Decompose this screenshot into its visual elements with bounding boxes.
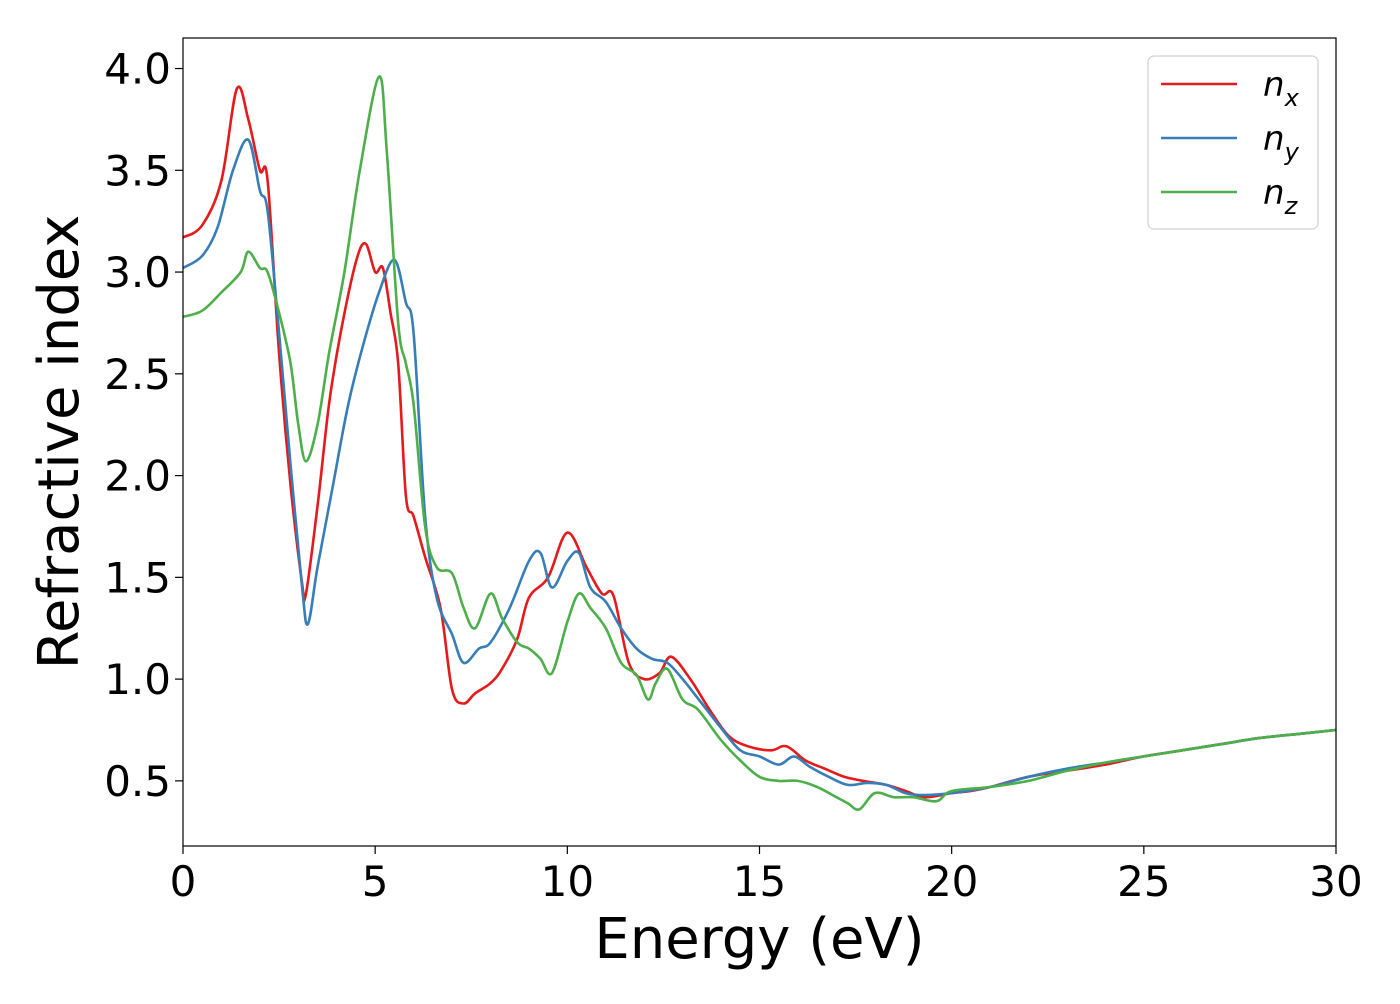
- legend-label-x: nx: [1263, 65, 1300, 112]
- y-tick-label: 3.0: [104, 248, 171, 297]
- series-line-z: [183, 75, 1336, 811]
- x-tick-label: 0: [170, 857, 197, 906]
- legend-label-z: nz: [1263, 173, 1299, 220]
- y-tick-label: 1.5: [104, 553, 171, 602]
- x-tick-label: 25: [1117, 857, 1170, 906]
- x-tick-label: 15: [733, 857, 786, 906]
- y-tick-label: 0.5: [104, 757, 171, 806]
- legend-label-subscript: x: [1284, 84, 1300, 112]
- legend-label-subscript: y: [1284, 138, 1300, 166]
- x-axis-label: Energy (eV): [594, 907, 924, 972]
- series-line-y: [183, 138, 1336, 797]
- series-lines: [183, 75, 1336, 811]
- y-axis-label: Refractive index: [27, 215, 92, 670]
- x-tick-label: 20: [925, 857, 978, 906]
- legend-label-base: n: [1263, 119, 1285, 159]
- y-tick-label: 4.0: [104, 45, 171, 94]
- axis-ticks: 0 5 10 15 20 25 30 0.5 1.0 1.5 2.0 2.5 3.0 3.5 4.0: [104, 45, 1363, 906]
- x-tick-label: 5: [362, 857, 389, 906]
- y-tick-label: 2.0: [104, 452, 171, 501]
- y-tick-label: 2.5: [104, 350, 171, 399]
- legend-label-base: n: [1263, 173, 1285, 213]
- y-tick-label: 3.5: [104, 146, 171, 195]
- legend-label-subscript: z: [1284, 192, 1299, 220]
- legend-label-base: n: [1263, 65, 1285, 105]
- x-tick-label: 10: [541, 857, 594, 906]
- legend-label-y: ny: [1263, 119, 1300, 166]
- legend-box: [1147, 55, 1319, 230]
- x-tick-label: 30: [1309, 857, 1362, 906]
- y-tick-label: 1.0: [104, 655, 171, 704]
